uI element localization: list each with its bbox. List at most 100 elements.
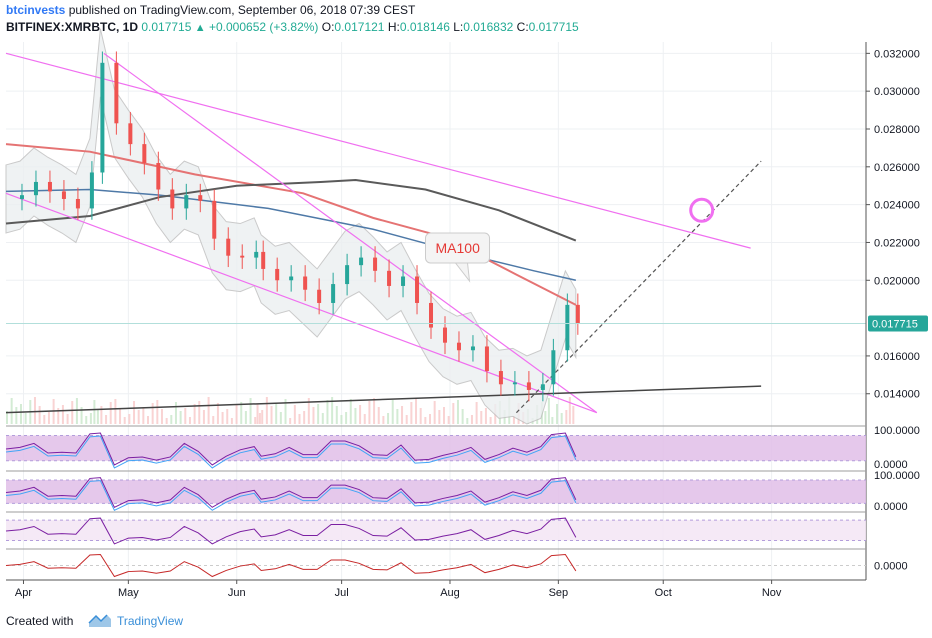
candle-body — [75, 198, 80, 209]
volume-bar — [221, 412, 224, 424]
price-tick-label: 0.014000 — [874, 389, 920, 401]
bollinger-band — [5, 28, 577, 425]
volume-bar — [147, 416, 150, 424]
candle-body — [226, 238, 231, 256]
volume-bar — [512, 416, 515, 424]
candle-body — [170, 189, 175, 209]
volume-bar — [447, 416, 450, 424]
volume-bar — [298, 414, 301, 424]
volume-bar — [335, 406, 338, 424]
volume-bar — [207, 397, 210, 424]
candle-body — [401, 276, 406, 286]
volume-bar — [433, 401, 436, 424]
trendline — [103, 52, 598, 414]
volume-bar — [119, 408, 122, 424]
volume-bar — [544, 411, 547, 424]
volume-bar — [484, 408, 487, 424]
volume-bar — [293, 405, 296, 424]
volume-bar — [289, 418, 292, 424]
volume-bar — [489, 417, 492, 424]
candle-body — [47, 181, 52, 192]
volume-bar — [270, 406, 273, 424]
volume-bar — [188, 417, 191, 424]
volume-bar — [61, 405, 64, 424]
time-tick-label: Sep — [549, 587, 569, 599]
volume-bar — [256, 404, 259, 424]
price-tick-label: 0.022000 — [874, 237, 920, 249]
volume-bar — [326, 400, 329, 424]
volume-bar — [38, 406, 41, 424]
candle-body — [575, 304, 580, 324]
volume-bar — [359, 405, 362, 424]
time-tick-label: Jul — [335, 587, 349, 599]
volume-bar — [470, 415, 473, 424]
time-tick-label: Oct — [655, 587, 672, 599]
candle-body — [484, 346, 489, 372]
tradingview-brand[interactable]: TradingView — [117, 614, 184, 628]
volume-bar — [80, 407, 83, 424]
time-axis-ticks: Apr May Jun Jul Aug Sep Oct Nov — [15, 580, 782, 599]
volume-bar — [19, 404, 22, 424]
oscillator-top-label: 100.0000 — [874, 470, 920, 482]
price-change: +0.000652 (+3.82%) — [208, 20, 319, 34]
price-tick-label: 0.016000 — [874, 351, 920, 363]
volume-bar — [551, 417, 554, 424]
volume-bar — [452, 403, 455, 424]
volume-bar — [438, 410, 441, 424]
candle-body — [415, 276, 420, 303]
trendline — [5, 52, 751, 249]
volume-bar — [71, 401, 74, 424]
volume-bar — [198, 401, 201, 424]
volume-bar — [466, 418, 469, 424]
candle-body — [540, 384, 545, 390]
price-chart[interactable]: 0.017715MA1000.0320000.0300000.0280000.0… — [0, 0, 932, 604]
volume-bar — [415, 399, 418, 424]
time-tick-label: May — [118, 587, 139, 599]
candle-body — [359, 257, 364, 266]
time-tick-label: Apr — [15, 587, 32, 599]
volume-bar — [193, 404, 196, 424]
price-axis-ticks: 0.032000 0.030000 0.028000 0.026000 0.024000… — [866, 48, 920, 401]
oscillator-line — [5, 553, 577, 578]
volume-bar — [170, 415, 173, 424]
volume-bar — [312, 407, 315, 424]
volume-bar — [114, 399, 117, 424]
candle-body — [61, 191, 66, 199]
volume-bar — [100, 406, 103, 424]
volume-bar — [354, 408, 357, 424]
tradingview-logo-icon[interactable] — [88, 613, 112, 629]
volume-bar — [174, 402, 177, 424]
band-group — [5, 28, 577, 425]
volume-bar — [184, 408, 187, 424]
volume-bar — [24, 413, 27, 424]
published-text: published on TradingView.com, September … — [68, 3, 416, 17]
ma100-annotation: MA100 — [436, 240, 481, 256]
volume-bar — [363, 414, 366, 424]
volume-bar — [565, 410, 568, 424]
oscillator-bottom-label: 0.0000 — [874, 501, 908, 513]
volume-bar — [105, 415, 108, 424]
volume-bar — [240, 402, 243, 424]
volume-bar — [480, 411, 483, 424]
volume-bar — [340, 415, 343, 424]
volume-bar — [303, 411, 306, 424]
candle-body — [565, 304, 570, 351]
ma100-callout-pointer — [454, 262, 471, 283]
volume-bar — [547, 398, 550, 424]
volume-bar — [33, 397, 36, 424]
candle-body — [128, 123, 133, 145]
volume-bar — [321, 413, 324, 424]
price-tick-label: 0.030000 — [874, 86, 920, 98]
change-arrow-icon: ▲ — [194, 22, 206, 34]
volume-bar — [456, 400, 459, 424]
publisher-name[interactable]: btcinvests — [6, 3, 66, 17]
trendline — [5, 385, 762, 414]
candle-body — [254, 251, 259, 258]
volume-bar — [85, 416, 88, 424]
volume-bar — [317, 404, 320, 424]
volume-bar — [419, 408, 422, 424]
volume-bar — [160, 409, 163, 424]
volume-bar — [244, 411, 247, 424]
candle-body — [198, 195, 203, 201]
volume-bar — [377, 407, 380, 424]
